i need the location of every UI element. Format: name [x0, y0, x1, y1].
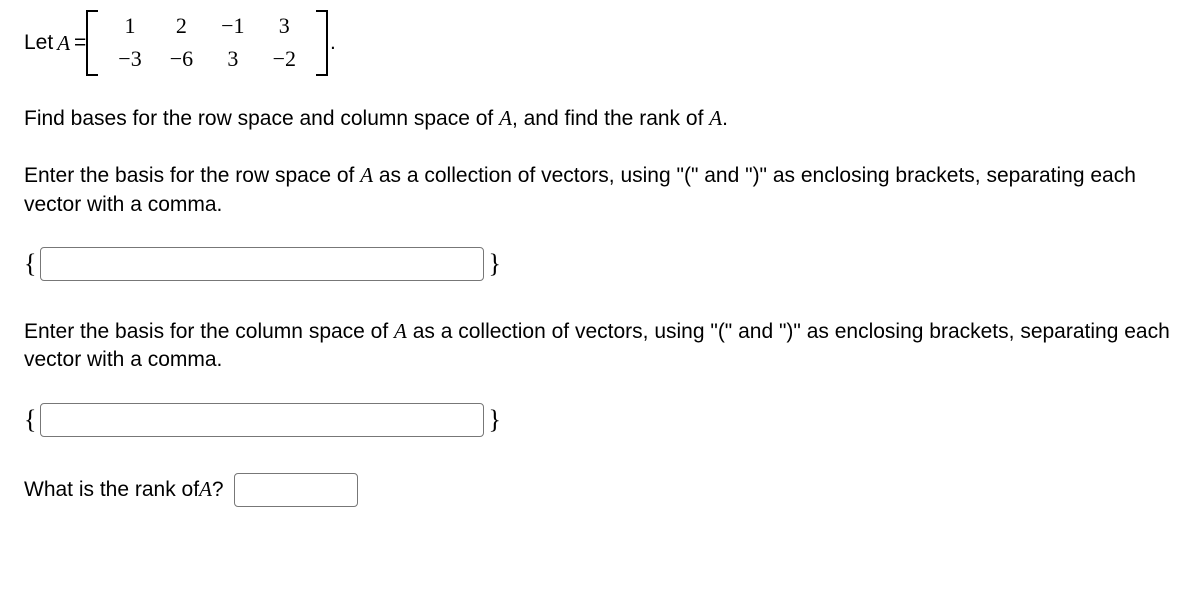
column-space-input[interactable] [40, 403, 484, 437]
matrix-row: 1 2 −1 3 [104, 10, 310, 43]
brace-open: { [24, 405, 36, 435]
rank-input[interactable] [234, 473, 358, 507]
text: . [722, 107, 728, 130]
matrix-cell: −3 [104, 43, 155, 76]
bracket-left [86, 10, 98, 76]
text: , and find the rank of [512, 107, 709, 130]
matrix-cell: 3 [259, 10, 310, 43]
brace-open: { [24, 249, 36, 279]
matrix-cell: −6 [156, 43, 207, 76]
variable-A: A [394, 319, 407, 343]
let-label: Let [24, 31, 53, 55]
column-space-input-row: { } [24, 403, 1176, 437]
variable-A: A [199, 477, 212, 502]
text: What is the rank of [24, 478, 199, 502]
matrix-cell: 1 [104, 10, 155, 43]
variable-A: A [709, 106, 722, 130]
period: . [330, 31, 336, 55]
variable-A: A [499, 106, 512, 130]
rank-question-row: What is the rank of A ? [24, 473, 1176, 507]
brace-close: } [488, 405, 500, 435]
matrix-cell: 2 [156, 10, 207, 43]
row-space-input[interactable] [40, 247, 484, 281]
prompt-row-space: Enter the basis for the row space of A a… [24, 161, 1176, 219]
bracket-right [316, 10, 328, 76]
variable-A: A [360, 163, 373, 187]
text: Enter the basis for the row space of [24, 164, 360, 187]
matrix-cell: −2 [259, 43, 310, 76]
row-space-input-row: { } [24, 247, 1176, 281]
matrix-cell: 3 [207, 43, 258, 76]
matrix-row: −3 −6 3 −2 [104, 43, 310, 76]
text: Find bases for the row space and column … [24, 107, 499, 130]
equals-sign: = [74, 31, 86, 55]
variable-A: A [57, 31, 70, 56]
text: Enter the basis for the column space of [24, 320, 394, 343]
matrix-A: 1 2 −1 3 −3 −6 3 −2 [104, 10, 310, 75]
matrix-definition: Let A = 1 2 −1 3 −3 −6 3 −2 . [24, 10, 1176, 76]
prompt-column-space: Enter the basis for the column space of … [24, 317, 1176, 375]
matrix-cell: −1 [207, 10, 258, 43]
prompt-find-bases: Find bases for the row space and column … [24, 104, 1176, 133]
brace-close: } [488, 249, 500, 279]
text: ? [212, 478, 224, 502]
